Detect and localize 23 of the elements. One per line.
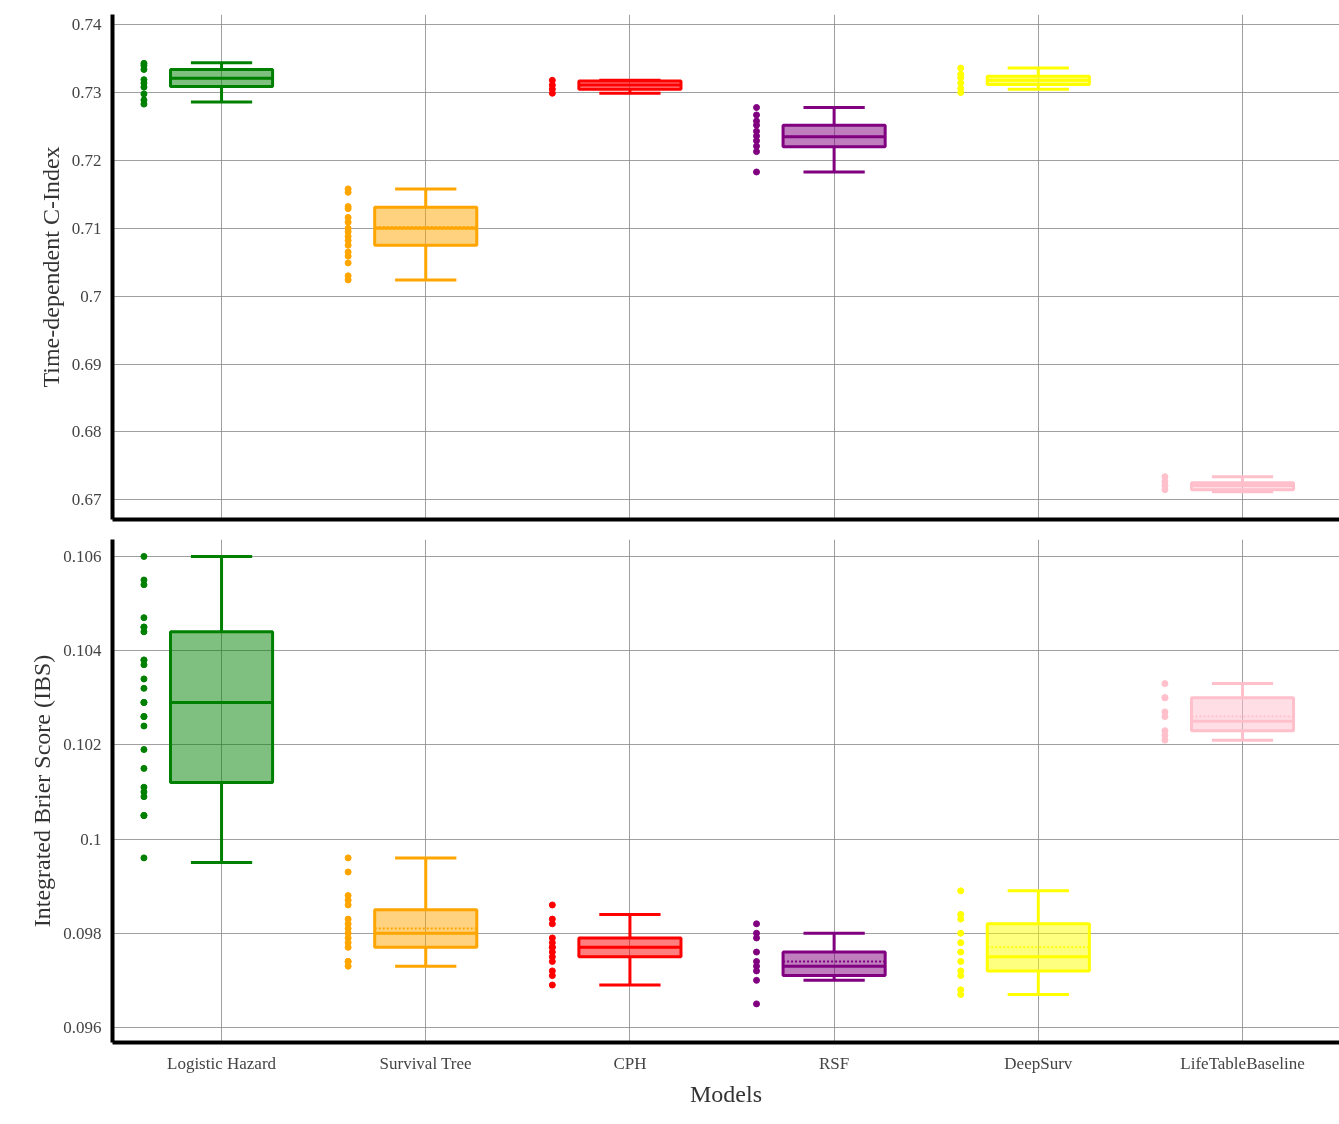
x-axis-title: Models	[690, 1080, 762, 1107]
y-tick-label: 0.104	[63, 641, 102, 661]
x-tick-label: RSF	[819, 1053, 850, 1073]
y-tick-label: 0.7	[80, 286, 102, 306]
y-tick-label: 0.74	[71, 15, 102, 35]
x-tick-label: LifeTableBaseline	[1180, 1053, 1305, 1073]
y-tick-label: 0.096	[63, 1017, 102, 1037]
y-tick-label: 0.68	[71, 422, 102, 442]
x-tick-label: Logistic Hazard	[167, 1053, 277, 1073]
y-tick-label: 0.67	[71, 490, 102, 510]
y-tick-label: 0.1	[80, 829, 102, 849]
y-axis-title: Time-dependent C-Index	[37, 146, 64, 388]
y-axis-title: Integrated Brier Score (IBS)	[29, 654, 56, 928]
y-tick-label: 0.72	[71, 150, 102, 170]
y-tick-label: 0.71	[71, 218, 102, 238]
x-tick-label: CPH	[613, 1053, 647, 1073]
y-tick-label: 0.098	[63, 923, 102, 943]
x-tick-label: Survival Tree	[379, 1053, 472, 1073]
y-tick-label: 0.102	[63, 735, 102, 755]
y-tick-label: 0.106	[63, 546, 102, 566]
x-tick-label: DeepSurv	[1004, 1053, 1073, 1073]
y-tick-label: 0.73	[71, 83, 102, 103]
y-tick-label: 0.69	[71, 354, 102, 374]
